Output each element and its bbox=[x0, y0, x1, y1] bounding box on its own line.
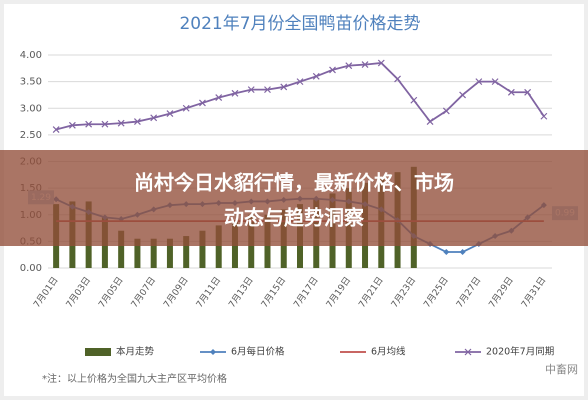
y-tick-label: 3.00 bbox=[20, 103, 42, 114]
point bbox=[117, 119, 125, 127]
legend-swatch bbox=[85, 348, 111, 356]
point bbox=[68, 121, 76, 129]
bar bbox=[215, 225, 222, 268]
point bbox=[361, 61, 369, 69]
point bbox=[426, 118, 434, 125]
point bbox=[394, 75, 401, 83]
point bbox=[280, 83, 288, 91]
point bbox=[247, 86, 255, 94]
point bbox=[264, 86, 271, 94]
legend-label: 本月走势 bbox=[116, 346, 155, 358]
point bbox=[464, 348, 472, 356]
bar bbox=[199, 230, 206, 268]
y-tick-label: 4.00 bbox=[20, 50, 42, 61]
watermark: 中畜网 bbox=[545, 362, 578, 376]
point bbox=[231, 89, 239, 97]
point bbox=[296, 78, 304, 86]
legend-label: 2020年7月同期 bbox=[486, 346, 554, 358]
point bbox=[85, 120, 93, 128]
bar bbox=[134, 238, 141, 268]
point bbox=[329, 66, 336, 74]
y-tick-label: 3.50 bbox=[20, 77, 42, 88]
point bbox=[101, 120, 109, 128]
point bbox=[52, 126, 60, 133]
point bbox=[312, 72, 320, 80]
point bbox=[210, 349, 216, 355]
point bbox=[199, 99, 206, 107]
point bbox=[524, 88, 532, 96]
bar bbox=[150, 238, 157, 268]
point bbox=[133, 118, 141, 125]
banner bbox=[0, 150, 588, 246]
point bbox=[410, 96, 418, 104]
point bbox=[150, 114, 158, 122]
bar bbox=[118, 230, 125, 268]
y-tick-label: 0.00 bbox=[20, 263, 42, 274]
point bbox=[345, 62, 353, 70]
point bbox=[166, 110, 174, 117]
point bbox=[459, 249, 466, 256]
point bbox=[377, 59, 385, 67]
point bbox=[491, 78, 499, 86]
point bbox=[182, 104, 190, 112]
bar bbox=[166, 238, 173, 268]
note: *注：以上价格为全国九大主产区平均价格 bbox=[42, 372, 227, 385]
point bbox=[215, 94, 223, 102]
point bbox=[459, 91, 467, 99]
bar bbox=[183, 236, 190, 268]
point bbox=[475, 78, 483, 86]
point bbox=[442, 107, 450, 115]
point bbox=[507, 88, 515, 96]
legend-label: 6月均线 bbox=[371, 346, 406, 358]
point bbox=[443, 249, 450, 256]
y-tick-label: 2.50 bbox=[20, 130, 42, 141]
banner-title: 尚村今日水貂行情，最新价格、市场 bbox=[134, 171, 454, 195]
chart-title: 2021年7月份全国鸭苗价格走势 bbox=[179, 14, 420, 34]
point bbox=[540, 112, 548, 120]
banner-title: 动态与趋势洞察 bbox=[224, 206, 365, 230]
legend-label: 6月每日价格 bbox=[231, 346, 285, 358]
